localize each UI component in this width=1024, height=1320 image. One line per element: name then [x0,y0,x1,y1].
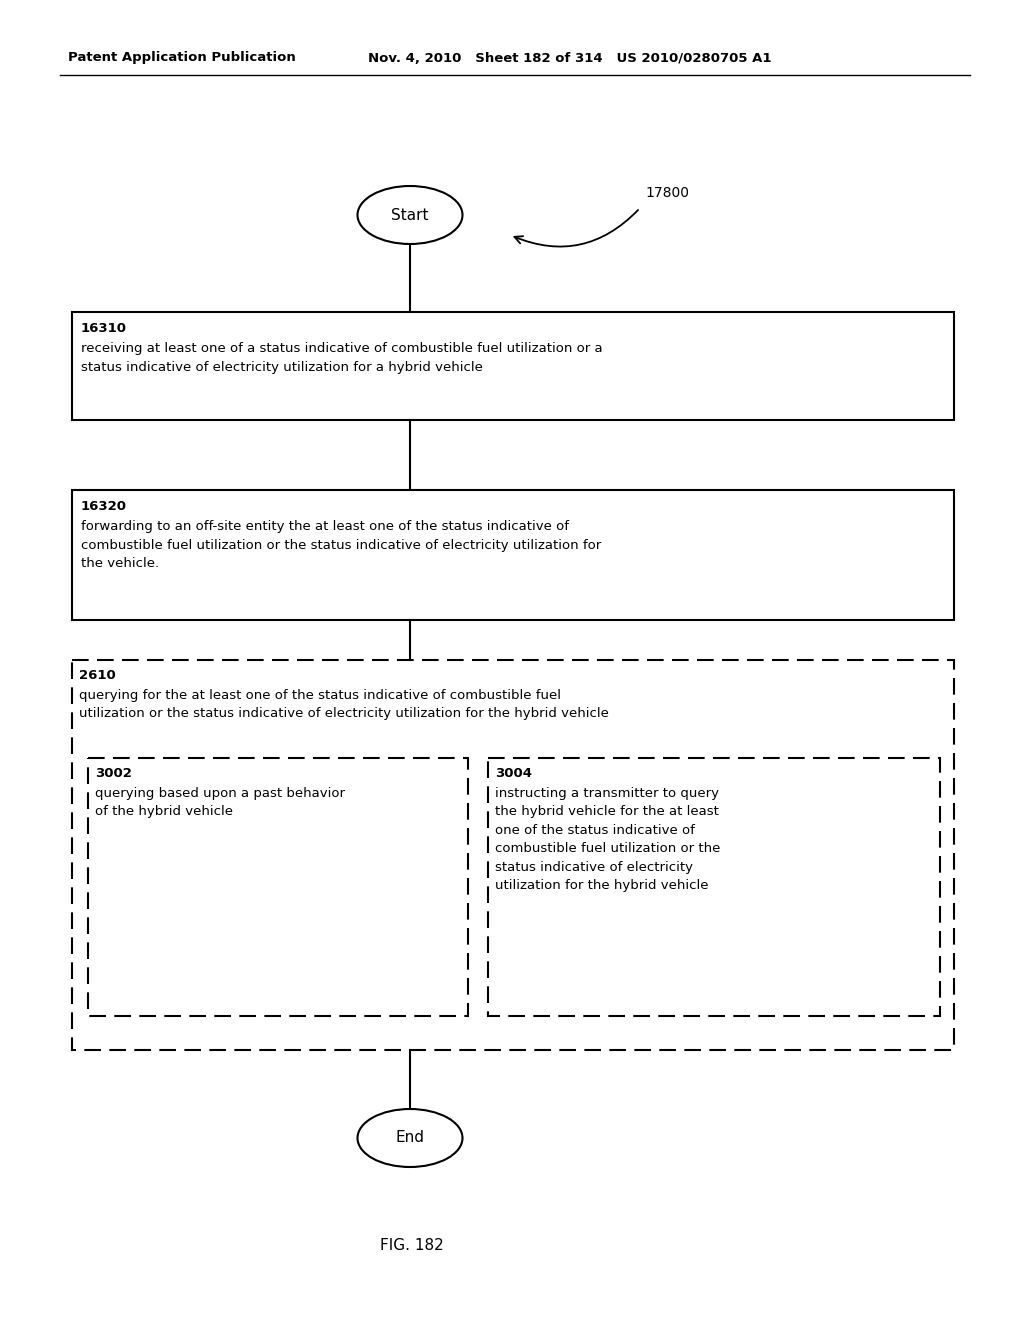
Text: querying for the at least one of the status indicative of combustible fuel
utili: querying for the at least one of the sta… [79,689,609,721]
Bar [488,758,940,1016]
Text: 16320: 16320 [81,500,127,513]
Text: End: End [395,1130,425,1146]
FancyArrowPatch shape [514,210,638,247]
Text: querying based upon a past behavior
of the hybrid vehicle: querying based upon a past behavior of t… [95,787,345,818]
Text: Patent Application Publication: Patent Application Publication [68,51,296,65]
Text: Start: Start [391,207,429,223]
Bar [72,312,954,420]
Text: instructing a transmitter to query
the hybrid vehicle for the at least
one of th: instructing a transmitter to query the h… [495,787,720,892]
Text: 2610: 2610 [79,669,116,682]
Text: 17800: 17800 [645,186,689,201]
Ellipse shape [357,186,463,244]
Bar [88,758,468,1016]
Text: 3004: 3004 [495,767,532,780]
Text: forwarding to an off-site entity the at least one of the status indicative of
co: forwarding to an off-site entity the at … [81,520,601,570]
Text: receiving at least one of a status indicative of combustible fuel utilization or: receiving at least one of a status indic… [81,342,603,374]
Text: Nov. 4, 2010   Sheet 182 of 314   US 2010/0280705 A1: Nov. 4, 2010 Sheet 182 of 314 US 2010/02… [368,51,771,65]
Ellipse shape [357,1109,463,1167]
Text: FIG. 182: FIG. 182 [380,1238,443,1253]
Text: 16310: 16310 [81,322,127,335]
Text: 3002: 3002 [95,767,132,780]
Bar [72,660,954,1049]
Bar [72,490,954,620]
